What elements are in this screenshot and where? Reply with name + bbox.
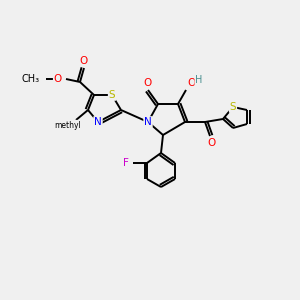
Text: N: N [94, 117, 102, 127]
Text: methyl: methyl [55, 121, 81, 130]
Text: O: O [188, 78, 196, 88]
Text: S: S [230, 102, 236, 112]
Text: O: O [80, 56, 88, 66]
Text: O: O [54, 74, 62, 84]
Text: CH₃: CH₃ [22, 74, 40, 84]
Text: H: H [195, 75, 203, 85]
Text: F: F [123, 158, 129, 168]
Text: N: N [144, 117, 152, 127]
Text: O: O [207, 138, 215, 148]
Text: S: S [109, 90, 115, 100]
Text: O: O [144, 78, 152, 88]
